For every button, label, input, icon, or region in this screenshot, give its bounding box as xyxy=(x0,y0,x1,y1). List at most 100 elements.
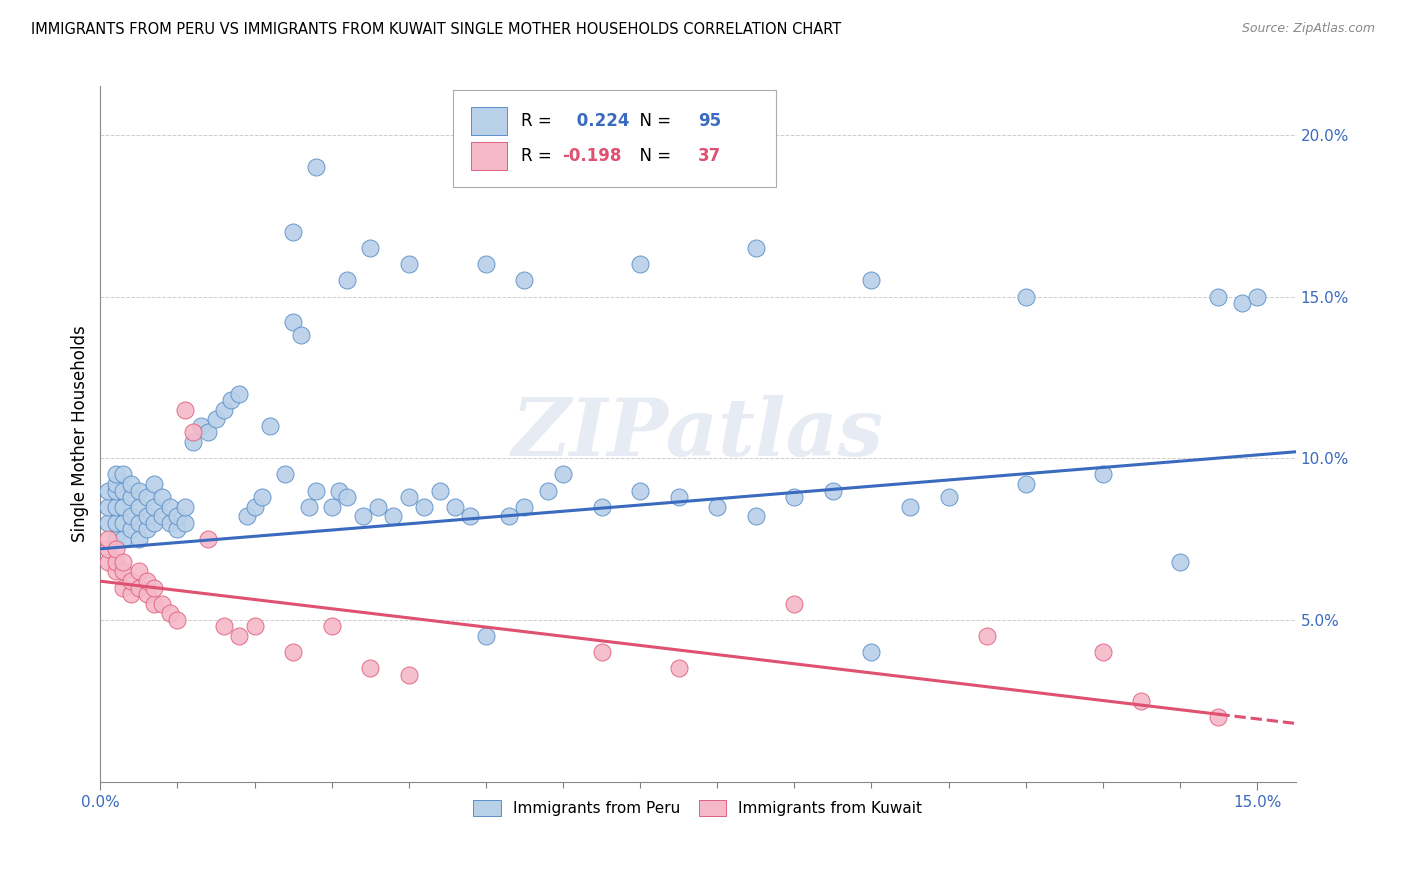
Point xyxy=(197,425,219,440)
Text: N =: N = xyxy=(628,147,676,165)
Text: Source: ZipAtlas.com: Source: ZipAtlas.com xyxy=(1241,22,1375,36)
Point xyxy=(190,418,212,433)
Text: ZIPatlas: ZIPatlas xyxy=(512,395,884,473)
Point xyxy=(1230,296,1253,310)
Point xyxy=(1015,477,1038,491)
Point xyxy=(104,555,127,569)
Point xyxy=(243,500,266,514)
Point xyxy=(382,509,405,524)
Point xyxy=(305,160,328,174)
Point xyxy=(135,490,157,504)
Point xyxy=(259,418,281,433)
Point xyxy=(128,581,150,595)
Point xyxy=(143,516,166,530)
Point xyxy=(429,483,451,498)
Point xyxy=(97,516,120,530)
Point xyxy=(97,555,120,569)
Point xyxy=(860,645,883,659)
Point xyxy=(706,500,728,514)
Point xyxy=(166,523,188,537)
Point xyxy=(112,565,135,579)
Point xyxy=(305,483,328,498)
Point xyxy=(143,581,166,595)
Point xyxy=(120,574,142,589)
Point xyxy=(159,607,181,621)
Point xyxy=(745,241,768,255)
Point xyxy=(976,629,998,643)
Point xyxy=(398,668,420,682)
Point xyxy=(120,477,142,491)
Point xyxy=(135,587,157,601)
Text: 95: 95 xyxy=(697,112,721,130)
Point xyxy=(938,490,960,504)
Point xyxy=(174,516,197,530)
Point xyxy=(290,328,312,343)
Point xyxy=(281,315,304,329)
Point xyxy=(97,541,120,556)
Text: R =: R = xyxy=(522,147,557,165)
Point xyxy=(297,500,319,514)
Point xyxy=(104,516,127,530)
Point xyxy=(281,225,304,239)
Point xyxy=(120,509,142,524)
Point xyxy=(159,516,181,530)
Y-axis label: Single Mother Households: Single Mother Households xyxy=(72,326,89,542)
Point xyxy=(821,483,844,498)
Point xyxy=(104,477,127,491)
Point xyxy=(321,500,343,514)
Point xyxy=(1091,645,1114,659)
Point xyxy=(212,619,235,633)
Point xyxy=(1246,289,1268,303)
Point xyxy=(1208,289,1230,303)
Point xyxy=(628,483,651,498)
Point xyxy=(1015,289,1038,303)
Legend: Immigrants from Peru, Immigrants from Kuwait: Immigrants from Peru, Immigrants from Ku… xyxy=(465,793,931,824)
Point xyxy=(359,241,381,255)
Point xyxy=(104,467,127,482)
Point xyxy=(336,273,359,287)
Point xyxy=(159,500,181,514)
Point xyxy=(783,490,806,504)
Point xyxy=(135,509,157,524)
Point xyxy=(150,597,173,611)
Point xyxy=(112,516,135,530)
Point xyxy=(1091,467,1114,482)
Point xyxy=(112,555,135,569)
Point xyxy=(174,500,197,514)
Point xyxy=(591,645,613,659)
Point xyxy=(97,500,120,514)
Point xyxy=(860,273,883,287)
Point xyxy=(135,523,157,537)
Point xyxy=(174,402,197,417)
Point xyxy=(104,541,127,556)
Point xyxy=(112,500,135,514)
Point xyxy=(460,509,482,524)
Point xyxy=(498,509,520,524)
Point xyxy=(398,257,420,271)
Point xyxy=(128,483,150,498)
FancyBboxPatch shape xyxy=(453,90,776,187)
Point xyxy=(668,490,690,504)
Text: -0.198: -0.198 xyxy=(562,147,621,165)
Point xyxy=(367,500,389,514)
Point xyxy=(205,412,228,426)
Point xyxy=(228,629,250,643)
Point xyxy=(1130,694,1153,708)
Point xyxy=(475,629,498,643)
Point xyxy=(128,516,150,530)
Point xyxy=(166,509,188,524)
Point xyxy=(274,467,297,482)
Point xyxy=(321,619,343,633)
Point xyxy=(336,490,359,504)
Point xyxy=(120,490,142,504)
Point xyxy=(252,490,274,504)
Point xyxy=(783,597,806,611)
Point xyxy=(104,483,127,498)
Point xyxy=(221,392,243,407)
Point xyxy=(212,402,235,417)
Point xyxy=(150,490,173,504)
Text: 0.224: 0.224 xyxy=(571,112,630,130)
Point xyxy=(352,509,374,524)
FancyBboxPatch shape xyxy=(471,107,506,135)
Point xyxy=(97,483,120,498)
